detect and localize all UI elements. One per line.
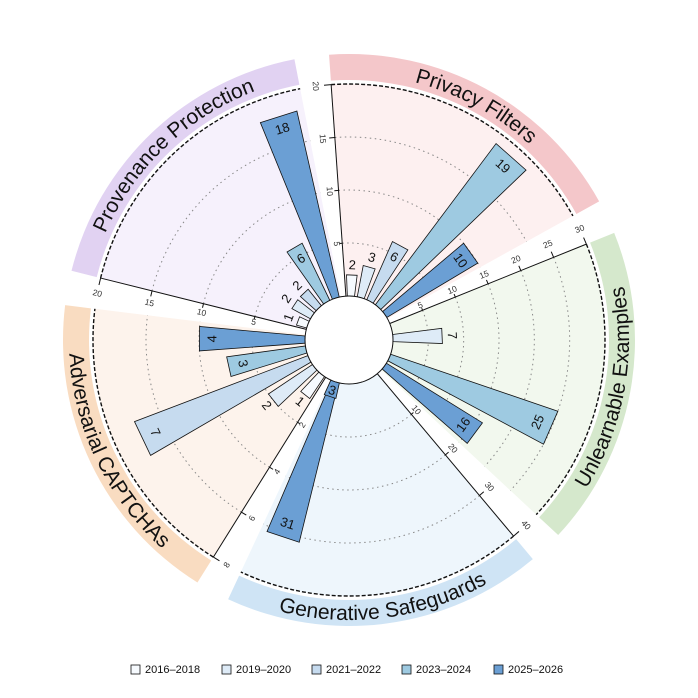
bars: [133, 110, 559, 543]
tick-label: 10: [325, 186, 336, 196]
center-hole: [304, 295, 394, 385]
gridline: [151, 140, 311, 292]
axis-tick: [479, 491, 485, 496]
axis-tick: [297, 421, 301, 425]
tick-label: 15: [478, 268, 491, 281]
bar-value-label: 7: [445, 332, 460, 340]
bar-value-label: 16: [453, 414, 474, 435]
legend-swatch: [311, 664, 322, 675]
axis-tick: [202, 303, 204, 308]
gridline: [285, 454, 446, 491]
bar-value-label: 4: [204, 335, 219, 342]
sector-outer-arc: [240, 535, 515, 597]
axis-tick: [411, 412, 414, 415]
gridline: [406, 310, 429, 395]
sector-band-generative-safeguards: [228, 539, 533, 627]
sector-outer-arc: [99, 88, 301, 279]
legend: 2016–2018 2019–2020 2021–2022 2023–2024 2025…: [130, 664, 563, 676]
gridline: [432, 296, 465, 419]
sector-band-adversarial-captchas: [62, 305, 212, 583]
gridline: [458, 283, 500, 443]
sector-band-unlearnable-examples: [539, 232, 635, 536]
bar-value-label: 2: [348, 257, 356, 272]
axis-tick: [241, 511, 247, 516]
tick-label: 20: [510, 253, 523, 266]
axis-tick: [445, 451, 449, 456]
sector-band-privacy-filters: [329, 54, 600, 214]
axis-tick: [253, 316, 256, 320]
axis-tick: [213, 556, 220, 562]
tick-label: 30: [573, 222, 586, 235]
sector-band-provenance-protection: [71, 59, 300, 278]
axis-tick: [98, 277, 102, 286]
tick-label: 5: [416, 299, 424, 310]
bar-value-label: 31: [278, 514, 296, 533]
sector-bg-generative-safeguards: [240, 373, 514, 596]
axis-tick: [421, 308, 424, 311]
bar-value-label: 3: [235, 358, 251, 368]
tick-label: 15: [318, 134, 329, 144]
gridline: [202, 192, 321, 304]
legend-swatch: [401, 664, 412, 675]
axis-tick: [323, 84, 332, 86]
bar-value-label: 18: [273, 119, 291, 138]
tick-label: 8: [221, 560, 232, 570]
tick-label: 6: [246, 513, 257, 523]
axis-tick: [550, 251, 555, 258]
legend-swatch: [493, 664, 504, 675]
axis-tick: [269, 466, 274, 470]
tick-label: 2: [297, 420, 308, 430]
axis-tick: [453, 293, 456, 298]
axis-tick: [518, 265, 522, 271]
tick-label: 5: [332, 241, 342, 247]
legend-label: 2019–2020: [236, 664, 291, 676]
legend-label: 2021–2022: [326, 664, 381, 676]
legend-swatch: [130, 664, 141, 675]
legend-label: 2023–2024: [416, 664, 471, 676]
tick-label: 10: [446, 283, 459, 296]
sector-outer-arc: [331, 83, 574, 217]
tick-label: 20: [92, 287, 104, 299]
tick-label: 15: [144, 297, 156, 309]
tick-label: 5: [250, 316, 257, 327]
tick-label: 4: [272, 467, 283, 477]
tick-label: 40: [519, 518, 533, 532]
axis-tick: [513, 531, 520, 537]
axis-tick: [150, 290, 153, 297]
gridline: [338, 189, 481, 268]
gridline: [262, 495, 480, 544]
bar-value-label: 10: [450, 250, 471, 270]
tick-label: 30: [483, 480, 497, 494]
legend-label: 2016–2018: [145, 664, 200, 676]
tick-label: 25: [541, 237, 554, 250]
sector-bg-unlearnable-examples: [381, 244, 606, 515]
legend-swatch: [221, 664, 232, 675]
bar-value-label: 3: [366, 249, 377, 265]
tick-label: 10: [196, 306, 208, 318]
tick-label: 20: [311, 81, 322, 91]
sector-outer-arc: [92, 308, 214, 558]
gridline: [510, 257, 571, 491]
bar-value-label: 25: [528, 412, 548, 431]
axis-tick: [583, 237, 587, 245]
axis-tick: [485, 279, 489, 285]
gridline: [484, 270, 535, 467]
gridline: [334, 136, 527, 242]
sector-outer-arc: [535, 243, 606, 516]
legend-label: 2025–2026: [508, 664, 563, 676]
bar-value-label: 3: [326, 382, 338, 399]
